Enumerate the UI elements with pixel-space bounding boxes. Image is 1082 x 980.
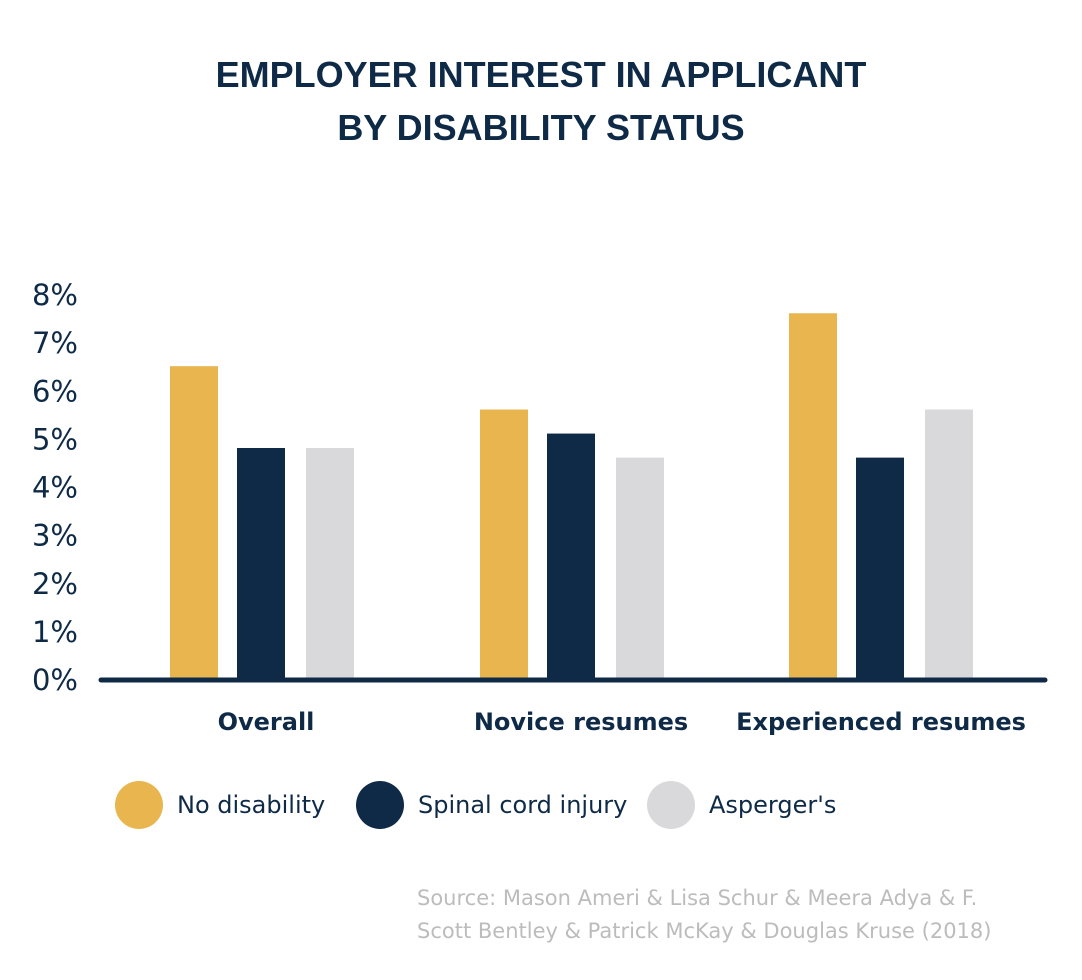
y-tick-label: 0% [32,663,78,697]
legend-label-no-disability: No disability [177,791,326,819]
y-tick-label: 3% [32,519,78,553]
bar-no-disability-0 [170,366,218,679]
bar-asperger-s-0 [306,448,354,679]
bar-asperger-s-1 [616,457,664,679]
legend-swatch-spinal-cord-injury [356,781,404,829]
chart-title-line-1: EMPLOYER INTEREST IN APPLICANT [215,54,867,95]
legend-item-spinal-cord-injury: Spinal cord injury [356,780,627,830]
chart-title-line-2: BY DISABILITY STATUS [337,107,745,148]
legend-swatch-no-disability [115,781,163,829]
bar-no-disability-1 [480,409,528,679]
source-note: Source: Mason Ameri & Lisa Schur & Meera… [417,882,1067,948]
y-tick-label: 1% [32,615,78,649]
source-line-2: Scott Bentley & Patrick McKay & Douglas … [417,919,992,943]
bar-spinal-cord-injury-2 [856,457,904,679]
bar-spinal-cord-injury-1 [547,433,595,679]
x-category-label: Experienced resumes [736,708,1026,736]
legend-label-aspergers: Asperger's [709,791,837,819]
legend-item-aspergers: Asperger's [647,780,836,830]
x-category-label: Novice resumes [474,708,688,736]
y-tick-label: 8% [32,278,78,312]
source-line-1: Source: Mason Ameri & Lisa Schur & Meera… [417,886,978,910]
bar-asperger-s-2 [925,409,973,679]
x-category-label: Overall [218,708,315,736]
bar-spinal-cord-injury-0 [237,448,285,679]
legend-swatch-aspergers [647,781,695,829]
y-tick-label: 5% [32,422,78,456]
y-tick-label: 6% [32,374,78,408]
legend-item-no-disability: No disability [115,780,325,830]
legend: No disability Spinal cord injury Asperge… [0,780,1082,830]
y-tick-label: 4% [32,471,78,505]
y-tick-label: 2% [32,567,78,601]
y-tick-label: 7% [32,326,78,360]
legend-label-spinal-cord-injury: Spinal cord injury [418,791,628,819]
bar-no-disability-2 [789,313,837,679]
